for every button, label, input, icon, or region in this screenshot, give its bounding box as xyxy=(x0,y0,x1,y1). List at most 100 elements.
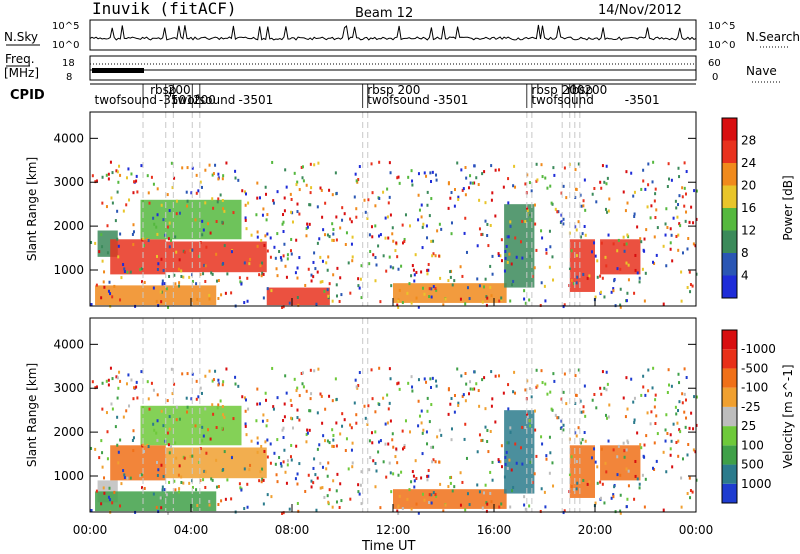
data-cell xyxy=(411,264,414,268)
data-cell xyxy=(374,410,377,414)
data-cell xyxy=(426,396,429,400)
data-cell xyxy=(401,223,404,227)
data-cell xyxy=(215,485,218,489)
data-cell xyxy=(180,269,183,273)
colorbar-cell xyxy=(722,208,737,231)
data-cell xyxy=(582,410,585,414)
data-cell xyxy=(630,377,633,381)
colorbar-tick-label: -25 xyxy=(741,400,761,414)
data-cell xyxy=(370,225,373,229)
data-cell xyxy=(358,165,361,169)
data-cell xyxy=(552,166,555,170)
data-cell xyxy=(374,279,377,283)
data-cell xyxy=(353,195,356,199)
data-cell xyxy=(308,409,311,413)
data-cell xyxy=(450,397,453,401)
data-cell xyxy=(550,201,553,205)
data-cell xyxy=(402,447,405,451)
data-cell xyxy=(269,461,272,465)
data-cell xyxy=(90,509,93,513)
data-cell xyxy=(447,388,450,392)
data-cell xyxy=(285,275,288,279)
data-cell xyxy=(600,447,603,451)
data-cell xyxy=(401,429,404,433)
data-cell xyxy=(146,380,149,384)
data-cell xyxy=(152,216,155,220)
data-cell xyxy=(152,286,155,290)
data-cell xyxy=(401,301,404,305)
data-cell xyxy=(238,482,241,486)
data-cell xyxy=(243,507,246,511)
data-cell xyxy=(490,370,493,374)
freq-left-label-1: Freq. xyxy=(5,52,35,66)
data-cell xyxy=(666,391,669,395)
freq-right-tick-top: 60 xyxy=(708,58,721,69)
data-cell xyxy=(669,447,672,451)
data-cell xyxy=(397,299,400,303)
data-cell xyxy=(613,485,616,489)
data-cell xyxy=(552,278,555,282)
data-cell xyxy=(224,291,227,295)
data-cell xyxy=(278,250,281,254)
data-cell xyxy=(565,402,568,406)
data-cell xyxy=(103,285,106,289)
data-cell xyxy=(605,164,608,168)
data-cell xyxy=(331,399,334,403)
data-cell xyxy=(180,274,183,278)
data-cell xyxy=(507,441,510,445)
data-cell xyxy=(266,232,269,236)
data-cell xyxy=(136,396,139,400)
data-cell xyxy=(453,394,456,398)
data-cell xyxy=(298,394,301,398)
data-cell xyxy=(386,187,389,191)
data-cell xyxy=(312,466,315,470)
data-cell xyxy=(284,264,287,268)
data-cell xyxy=(214,163,217,167)
data-cell xyxy=(222,207,225,211)
data-cell xyxy=(553,379,556,383)
data-cell xyxy=(107,378,110,382)
data-cell xyxy=(529,424,532,428)
data-cell xyxy=(540,229,543,233)
data-cell xyxy=(243,467,246,471)
data-cell xyxy=(209,231,212,235)
data-cell xyxy=(655,414,658,418)
data-cell xyxy=(694,244,697,248)
data-cell xyxy=(274,462,277,466)
data-cell xyxy=(563,166,566,170)
data-cell xyxy=(135,179,138,183)
data-cell xyxy=(688,476,691,480)
data-cell xyxy=(638,280,641,284)
y-axis-label: Slant Range [km] xyxy=(25,157,39,261)
data-cell xyxy=(499,254,502,258)
data-cell xyxy=(440,227,443,231)
data-cell xyxy=(374,485,377,489)
data-cell xyxy=(355,179,358,183)
data-cell xyxy=(549,184,552,188)
data-cell xyxy=(321,465,324,469)
data-cell xyxy=(490,500,493,504)
data-cell xyxy=(692,427,695,431)
data-cell xyxy=(351,235,354,239)
data-cell xyxy=(481,232,484,236)
data-cell xyxy=(212,172,215,176)
data-cell xyxy=(331,444,334,448)
data-cell xyxy=(216,200,219,204)
data-cell xyxy=(358,492,361,496)
data-cell xyxy=(506,235,509,239)
data-cell xyxy=(562,390,565,394)
data-cell xyxy=(591,398,594,402)
data-cell xyxy=(389,471,392,475)
data-cell xyxy=(570,278,573,282)
data-cell xyxy=(549,245,552,249)
data-cell xyxy=(580,235,583,239)
data-cell xyxy=(524,425,527,429)
colorbar-tick-label: 28 xyxy=(741,134,756,148)
colorbar-cell xyxy=(722,330,737,350)
data-cell xyxy=(655,253,658,257)
colorbar-tick-label: 100 xyxy=(741,438,764,452)
data-cell xyxy=(586,276,589,280)
data-cell xyxy=(594,295,597,299)
data-cell xyxy=(511,489,514,493)
data-cell xyxy=(375,469,378,473)
